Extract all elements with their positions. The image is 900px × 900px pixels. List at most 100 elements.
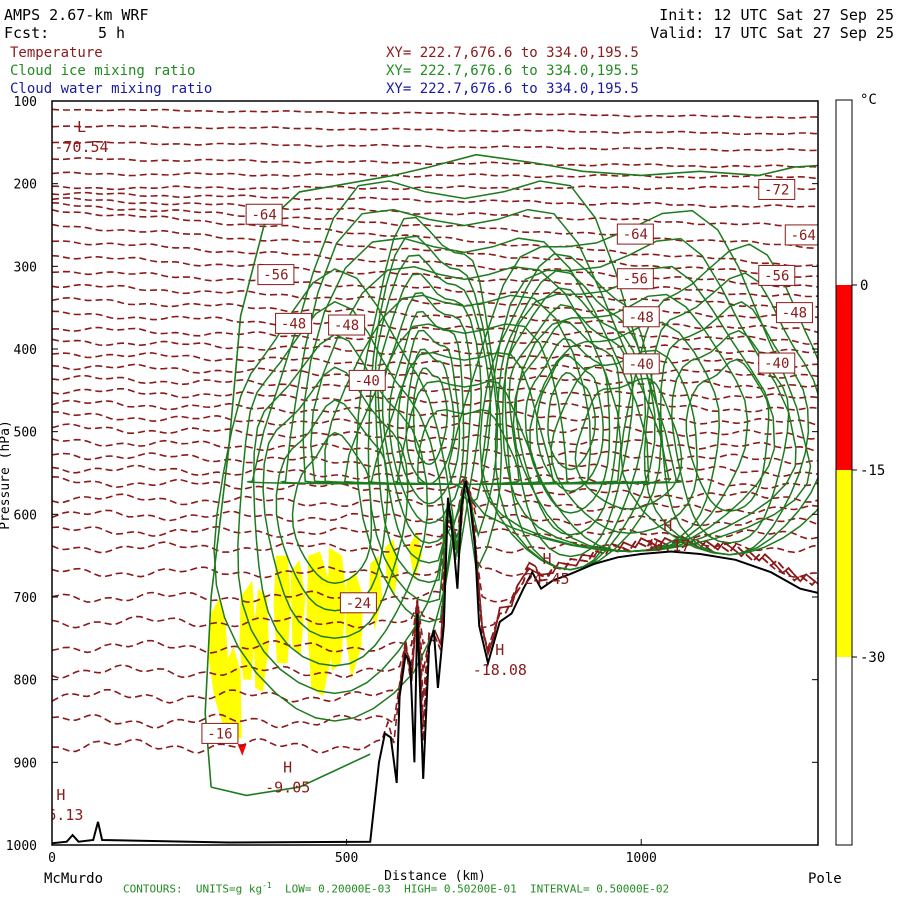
temperature-contour bbox=[52, 423, 818, 453]
temperature-contour bbox=[52, 411, 818, 440]
field-name-cloud-ice: Cloud ice mixing ratio bbox=[10, 63, 196, 79]
temperature-contour bbox=[52, 156, 818, 169]
y-tick-label: 100 bbox=[14, 95, 37, 110]
temperature-label-box bbox=[616, 268, 654, 290]
cloud-water-yellow-area bbox=[408, 530, 423, 581]
temperature-contour bbox=[52, 108, 818, 119]
temperature-contour bbox=[52, 171, 818, 180]
extremum-marker: H bbox=[495, 641, 504, 659]
colorbar-segment bbox=[836, 657, 852, 845]
init-time: Init: 12 UTC Sat 27 Sep 25 bbox=[659, 6, 894, 24]
temperature-label: -64 bbox=[791, 228, 816, 244]
plot-area: -72 -64 -64 -64 -56 -56 -56 -48 -48 -48 -48 -40 -40 -… bbox=[38, 108, 818, 845]
extremum-value: -9.05 bbox=[265, 779, 310, 797]
y-tick-label: 800 bbox=[14, 674, 37, 689]
cloud-water-yellow-area bbox=[327, 547, 347, 672]
cloud-water-yellow-area bbox=[253, 588, 269, 693]
colorbar-label: 0 bbox=[860, 278, 868, 294]
endpoint-right: Pole bbox=[808, 871, 842, 887]
temperature-label-box bbox=[245, 203, 283, 225]
temperature-contour bbox=[52, 438, 818, 465]
temperature-label: -48 bbox=[629, 310, 654, 326]
field-name-temperature: Temperature bbox=[10, 45, 103, 61]
cloud-ice-contour bbox=[291, 431, 373, 584]
cloud-ice-contour bbox=[501, 265, 776, 553]
temperature-label-box bbox=[622, 306, 660, 328]
temperature-contour bbox=[52, 202, 818, 249]
temperature-label: -40 bbox=[629, 357, 654, 373]
field-xy-cloud-ice: XY= 222.7,676.6 to 334.0,195.5 bbox=[386, 63, 639, 79]
temperature-contour bbox=[52, 223, 818, 278]
extremum-marker: H bbox=[663, 517, 672, 535]
temperature-contour bbox=[52, 352, 818, 379]
cloud-ice-envelope bbox=[204, 153, 818, 788]
temperature-contour bbox=[52, 296, 818, 334]
temperature-label: -48 bbox=[782, 306, 807, 322]
temperature-contour bbox=[52, 477, 818, 515]
forecast-label: Fcst: bbox=[4, 24, 50, 42]
y-tick-label: 200 bbox=[14, 178, 37, 193]
extremum-marker: H bbox=[56, 786, 65, 804]
cloud-ice-contour bbox=[529, 321, 720, 553]
colorbar-frame bbox=[835, 99, 853, 846]
temperature-label: -56 bbox=[623, 272, 648, 288]
field-name-cloud-water: Cloud water mixing ratio bbox=[10, 81, 213, 97]
temperature-contour bbox=[52, 477, 818, 729]
cloud-ice-contour bbox=[643, 272, 818, 556]
y-tick-label: 700 bbox=[14, 591, 37, 606]
temperature-label: -40 bbox=[355, 373, 380, 389]
cloud-ice-contour bbox=[515, 320, 621, 536]
cloud-ice-contour bbox=[574, 377, 683, 510]
temperature-label-box bbox=[616, 223, 654, 245]
cloud-water-yellow-area bbox=[273, 555, 291, 664]
cloud-ice-contour bbox=[685, 358, 770, 512]
cloud-ice-contour bbox=[670, 329, 790, 544]
temperature-contour bbox=[52, 480, 818, 629]
temperature-label-box bbox=[339, 592, 377, 614]
extremum-marker: H bbox=[283, 759, 292, 777]
temperature-label: -72 bbox=[764, 182, 789, 198]
temperature-contour bbox=[52, 464, 818, 490]
extremum-marker: L bbox=[77, 118, 86, 136]
cloud-ice-contour bbox=[405, 348, 455, 485]
x-tick-label: 500 bbox=[335, 851, 358, 866]
temperature-contour bbox=[52, 197, 818, 230]
temperature-contour bbox=[52, 191, 818, 208]
temperature-label: -48 bbox=[281, 316, 306, 332]
temperature-label-box bbox=[201, 722, 239, 744]
temperature-contour bbox=[52, 477, 818, 654]
extremum-marker: H bbox=[542, 550, 551, 568]
contours-caption: CONTOURS: UNITS=g kg-1 LOW= 0.20000E-03 … bbox=[123, 881, 670, 896]
plot-frame bbox=[51, 100, 819, 846]
endpoint-left: McMurdo bbox=[44, 871, 103, 887]
extremum-value: 16.13 bbox=[38, 806, 83, 824]
cloud-ice-contour bbox=[396, 329, 461, 505]
cloud-ice-contour bbox=[213, 268, 457, 722]
cloud-water-yellow-area bbox=[208, 597, 232, 726]
cloud-ice-contour bbox=[412, 367, 449, 466]
colorbar: °C 0 -15 -30 bbox=[835, 92, 885, 846]
temperature-label-box bbox=[758, 264, 796, 286]
temperature-contour bbox=[52, 374, 818, 401]
plot-content: -72 -64 -64 -64 -56 -56 -56 -48 -48 -48 -48 -40 -40 -… bbox=[38, 108, 818, 845]
temperature-contour bbox=[52, 141, 818, 152]
cloud-ice-contour bbox=[659, 301, 810, 556]
cloud-ice-contour bbox=[417, 409, 520, 485]
y-axis-label: Pressure (hPa) bbox=[0, 420, 13, 530]
temperature-label: -56 bbox=[263, 268, 288, 284]
axes: Pressure (hPa) Distance (km) McMurdo Pol… bbox=[0, 95, 842, 887]
y-tick-label: 500 bbox=[14, 426, 37, 441]
y-tick-label: 300 bbox=[14, 260, 37, 275]
temperature-contour bbox=[52, 452, 818, 478]
colorbar-label: -30 bbox=[860, 650, 885, 666]
temperature-contour bbox=[52, 387, 818, 413]
extremum-value: 30.17 bbox=[645, 537, 690, 555]
temperature-contour bbox=[52, 480, 818, 704]
y-tick-label: 400 bbox=[14, 343, 37, 358]
cloud-ice-contour bbox=[447, 209, 812, 553]
temperature-contour bbox=[52, 254, 818, 298]
temperature-contour bbox=[52, 310, 818, 346]
temperature-label: -56 bbox=[764, 268, 789, 284]
cloud-ice-contour bbox=[479, 253, 662, 571]
